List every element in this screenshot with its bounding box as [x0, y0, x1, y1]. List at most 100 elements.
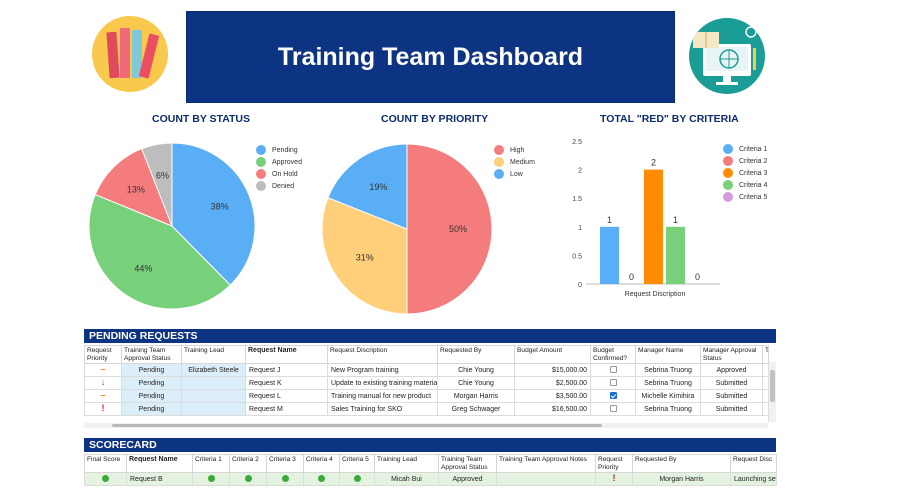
column-header[interactable]: Budget Amount	[514, 344, 591, 365]
legend-swatch	[256, 169, 266, 179]
legend-item: Criteria 3	[723, 167, 767, 179]
pending-vertical-scrollbar[interactable]	[768, 362, 776, 422]
table-cell[interactable]: Micah Bui	[374, 472, 439, 487]
table-cell[interactable]: ↓	[84, 376, 122, 391]
table-cell[interactable]	[590, 402, 636, 417]
table-cell[interactable]: Training manual for new product	[327, 389, 438, 404]
column-header[interactable]: Criteria 2	[229, 453, 267, 474]
table-cell[interactable]	[303, 472, 340, 487]
table-cell[interactable]: Update to existing training materials	[327, 376, 438, 391]
table-cell[interactable]: Pending	[121, 376, 182, 391]
pie-value-label: 13%	[127, 184, 145, 194]
table-cell[interactable]: Request M	[245, 402, 328, 417]
table-cell[interactable]: Request J	[245, 363, 328, 378]
table-cell[interactable]	[590, 363, 636, 378]
column-header[interactable]: Criteria 5	[339, 453, 375, 474]
priority-chart-title: COUNT BY PRIORITY	[381, 113, 489, 125]
column-header[interactable]: Request Name	[126, 453, 193, 474]
column-header[interactable]: Training Lead	[181, 344, 246, 365]
table-cell[interactable]: Greg Schwager	[437, 402, 515, 417]
table-cell[interactable]: Sebrina Truong	[635, 363, 701, 378]
table-cell[interactable]: !	[84, 402, 122, 417]
table-cell[interactable]: Chie Young	[437, 376, 515, 391]
column-header[interactable]: Request Priority	[84, 344, 122, 365]
column-header[interactable]: Request Discription	[327, 344, 438, 365]
column-header[interactable]: Request Name	[245, 344, 328, 365]
table-cell[interactable]: –	[84, 363, 122, 378]
table-cell[interactable]: Request B	[126, 472, 193, 487]
status-chart-title: COUNT BY STATUS	[152, 113, 251, 125]
legend-item: Approved	[256, 156, 302, 168]
table-cell[interactable]: Michelle Kimihira	[635, 389, 701, 404]
table-cell[interactable]: –	[84, 389, 122, 404]
table-cell[interactable]	[229, 472, 267, 487]
budget-confirmed-checkbox[interactable]	[609, 392, 617, 400]
pending-horizontal-scrollbar[interactable]	[84, 423, 768, 428]
table-cell[interactable]	[181, 376, 246, 391]
pie-slice-pending	[171, 142, 256, 286]
table-cell[interactable]: $15,000.00	[514, 363, 591, 378]
table-cell[interactable]: Launching set up trai	[730, 472, 777, 487]
column-header[interactable]: Request Disc	[730, 453, 777, 474]
table-cell[interactable]: $3,500.00	[514, 389, 591, 404]
table-cell[interactable]: Sebrina Truong	[635, 402, 701, 417]
table-cell[interactable]: Pending	[121, 363, 182, 378]
table-row[interactable]: ↓ Pending Request K Update to existing trai…	[84, 376, 769, 391]
table-cell[interactable]: Submitted	[700, 376, 763, 391]
table-cell[interactable]: Pending	[121, 389, 182, 404]
table-cell[interactable]	[84, 472, 127, 487]
table-cell[interactable]: Morgan Harris	[632, 472, 731, 487]
table-cell[interactable]: Pending	[121, 402, 182, 417]
table-cell[interactable]: Request L	[245, 389, 328, 404]
table-cell[interactable]: Sebrina Truong	[635, 376, 701, 391]
column-header[interactable]: Training Lead	[374, 453, 439, 474]
table-cell[interactable]: $2,500.00	[514, 376, 591, 391]
table-row[interactable]: ! Pending Request M Sales Training for SKO G…	[84, 402, 769, 417]
column-header[interactable]: Criteria 3	[266, 453, 304, 474]
column-header[interactable]: Manager Approval Status	[700, 344, 763, 365]
budget-confirmed-checkbox[interactable]	[609, 366, 617, 374]
green-status-dot	[353, 475, 361, 483]
column-header[interactable]: Budget Confirmed?	[590, 344, 636, 365]
table-row[interactable]: Request B Micah Bui Approved! Morgan Harris…	[84, 472, 777, 487]
table-cell[interactable]	[496, 472, 596, 487]
table-cell[interactable]	[181, 402, 246, 417]
x-axis-label: Request Discription	[625, 291, 686, 298]
pie-value-label: 38%	[211, 201, 229, 211]
budget-confirmed-checkbox[interactable]	[609, 405, 617, 413]
bar-criteria-1	[600, 226, 619, 284]
column-header[interactable]: Request Priority	[595, 453, 633, 474]
pie-value-label: 50%	[449, 224, 467, 234]
column-header[interactable]: Training Team Approval Notes	[496, 453, 596, 474]
column-header[interactable]: Criteria 1	[192, 453, 230, 474]
table-cell[interactable]: $16,500.00	[514, 402, 591, 417]
column-header[interactable]: Tra	[762, 344, 769, 365]
budget-confirmed-checkbox[interactable]	[609, 379, 617, 387]
table-cell[interactable]: Sales Training for SKO	[327, 402, 438, 417]
table-cell[interactable]: Submitted	[700, 402, 763, 417]
column-header[interactable]: Training Team Approval Status	[438, 453, 497, 474]
table-row[interactable]: – Pending Request L Training manual for new…	[84, 389, 769, 404]
table-cell[interactable]	[590, 389, 636, 404]
table-cell[interactable]: Request K	[245, 376, 328, 391]
column-header[interactable]: Requested By	[437, 344, 515, 365]
table-cell[interactable]: Morgan Harris	[437, 389, 515, 404]
table-cell[interactable]	[339, 472, 375, 487]
table-cell[interactable]: Approved	[438, 472, 497, 487]
table-cell[interactable]	[266, 472, 304, 487]
table-cell[interactable]: Elizabeth Steele	[181, 363, 246, 378]
column-header[interactable]: Final Score	[84, 453, 127, 474]
table-cell[interactable]: Submitted	[700, 389, 763, 404]
column-header[interactable]: Criteria 4	[303, 453, 340, 474]
table-cell[interactable]: Chie Young	[437, 363, 515, 378]
table-cell[interactable]: New Program training	[327, 363, 438, 378]
table-cell[interactable]	[181, 389, 246, 404]
table-cell[interactable]: Approved	[700, 363, 763, 378]
column-header[interactable]: Requested By	[632, 453, 731, 474]
table-row[interactable]: – Pending Elizabeth Steele Request J New Pro…	[84, 363, 769, 378]
table-cell[interactable]	[192, 472, 230, 487]
table-cell[interactable]: !	[595, 472, 633, 487]
column-header[interactable]: Training Team Approval Status	[121, 344, 182, 365]
column-header[interactable]: Manager Name	[635, 344, 701, 365]
table-cell[interactable]	[590, 376, 636, 391]
